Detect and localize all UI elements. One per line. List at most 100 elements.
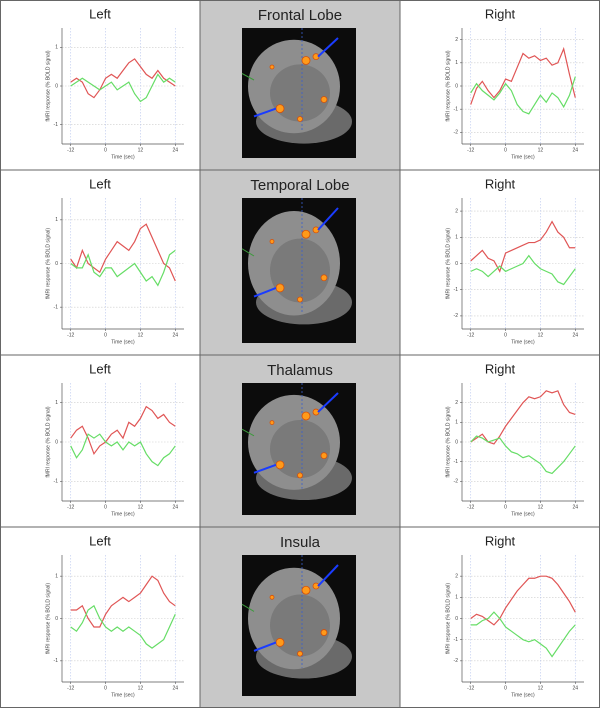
- chart-title: Right: [485, 361, 516, 376]
- x-tick-label: -12: [67, 147, 74, 153]
- activation: [301, 56, 311, 65]
- activation: [301, 585, 311, 595]
- y-tick-label: 1: [455, 595, 458, 601]
- x-axis-label: Time (sec): [511, 339, 535, 345]
- activation: [297, 650, 303, 657]
- y-axis-label: fMRI response (% BOLD signal): [445, 50, 451, 121]
- y-tick-label: 2: [455, 37, 458, 43]
- x-tick-label: 0: [504, 147, 507, 153]
- y-tick-label: 2: [455, 573, 458, 579]
- y-axis-label: fMRI response (% BOLD signal): [45, 228, 51, 299]
- x-tick-label: -12: [467, 685, 474, 691]
- data-line: [70, 575, 176, 628]
- x-axis-label: Time (sec): [111, 339, 135, 345]
- activation: [275, 283, 285, 293]
- y-axis-label: fMRI response (% BOLD signal): [45, 583, 51, 654]
- x-tick-label: 0: [504, 685, 507, 691]
- x-tick-label: 24: [173, 685, 179, 691]
- y-tick-label: 2: [455, 400, 458, 406]
- activation: [320, 274, 328, 282]
- x-tick-label: 12: [138, 685, 144, 691]
- data-line: [470, 575, 576, 626]
- region-title: Frontal Lobe: [258, 7, 342, 24]
- brain-inner: [270, 594, 330, 657]
- y-tick-label: 0: [455, 261, 458, 267]
- y-tick-label: -1: [454, 287, 459, 293]
- y-tick-label: 0: [55, 439, 58, 445]
- y-tick-label: 0: [55, 261, 58, 267]
- y-tick-label: -1: [454, 637, 459, 643]
- activation: [275, 104, 285, 113]
- x-axis-label: Time (sec): [511, 511, 535, 517]
- activation: [320, 96, 328, 103]
- y-tick-label: 1: [55, 217, 58, 223]
- y-tick-label: 1: [55, 573, 58, 579]
- brain-image: [241, 28, 356, 158]
- y-tick-label: -1: [454, 107, 459, 113]
- arrow: [253, 286, 277, 298]
- y-tick-label: -1: [54, 658, 59, 664]
- brain-image: [241, 383, 356, 515]
- arrow: [253, 463, 277, 474]
- y-tick-label: -2: [454, 479, 459, 485]
- x-tick-label: 12: [538, 685, 544, 691]
- activation: [301, 229, 311, 239]
- activation: [269, 64, 275, 70]
- x-tick-label: -12: [467, 504, 474, 510]
- x-tick-label: 0: [504, 332, 507, 338]
- x-tick-label: 24: [573, 504, 579, 510]
- cut-line: [241, 248, 255, 257]
- activation: [320, 629, 328, 636]
- arrow: [317, 37, 339, 58]
- x-tick-label: 24: [573, 332, 579, 338]
- y-axis-label: fMRI response (% BOLD signal): [445, 583, 451, 654]
- x-tick-label: 0: [104, 504, 107, 510]
- activation: [269, 594, 275, 600]
- y-tick-label: -2: [454, 313, 459, 319]
- x-tick-label: 12: [138, 147, 144, 153]
- data-line: [470, 435, 576, 475]
- y-tick-label: 2: [455, 208, 458, 214]
- x-tick-label: 0: [104, 332, 107, 338]
- data-line: [70, 604, 176, 649]
- y-tick-label: 1: [55, 45, 58, 51]
- x-tick-label: 12: [538, 504, 544, 510]
- x-axis-label: Time (sec): [511, 692, 535, 698]
- chart-title: Right: [485, 6, 516, 21]
- y-tick-label: 0: [455, 439, 458, 445]
- y-tick-label: -1: [54, 122, 59, 128]
- y-tick-label: 0: [55, 616, 58, 622]
- x-tick-label: -12: [67, 332, 74, 338]
- activation: [297, 472, 303, 479]
- data-line: [70, 223, 176, 282]
- activation: [301, 411, 311, 421]
- chart-title: Right: [485, 176, 516, 191]
- y-axis-label: fMRI response (% BOLD signal): [45, 50, 51, 121]
- region-title: Temporal Lobe: [250, 177, 349, 194]
- data-line: [470, 46, 576, 105]
- data-line: [470, 390, 576, 445]
- data-line: [70, 405, 176, 456]
- arrow: [317, 564, 339, 587]
- x-tick-label: 24: [173, 332, 179, 338]
- data-line: [70, 433, 176, 467]
- x-tick-label: -12: [467, 147, 474, 153]
- activation: [269, 239, 275, 244]
- x-axis-label: Time (sec): [111, 692, 135, 698]
- cut-line: [241, 603, 255, 612]
- x-tick-label: 0: [104, 685, 107, 691]
- arrow: [253, 107, 277, 118]
- arrow: [317, 392, 339, 413]
- x-tick-label: 24: [173, 504, 179, 510]
- cut-line: [241, 428, 255, 437]
- y-tick-label: -2: [454, 658, 459, 664]
- data-line: [70, 249, 176, 287]
- x-tick-label: 12: [138, 504, 144, 510]
- x-tick-label: 12: [138, 332, 144, 338]
- region-title: Insula: [280, 534, 321, 551]
- x-tick-label: -12: [67, 504, 74, 510]
- x-tick-label: 0: [504, 504, 507, 510]
- data-line: [470, 611, 576, 658]
